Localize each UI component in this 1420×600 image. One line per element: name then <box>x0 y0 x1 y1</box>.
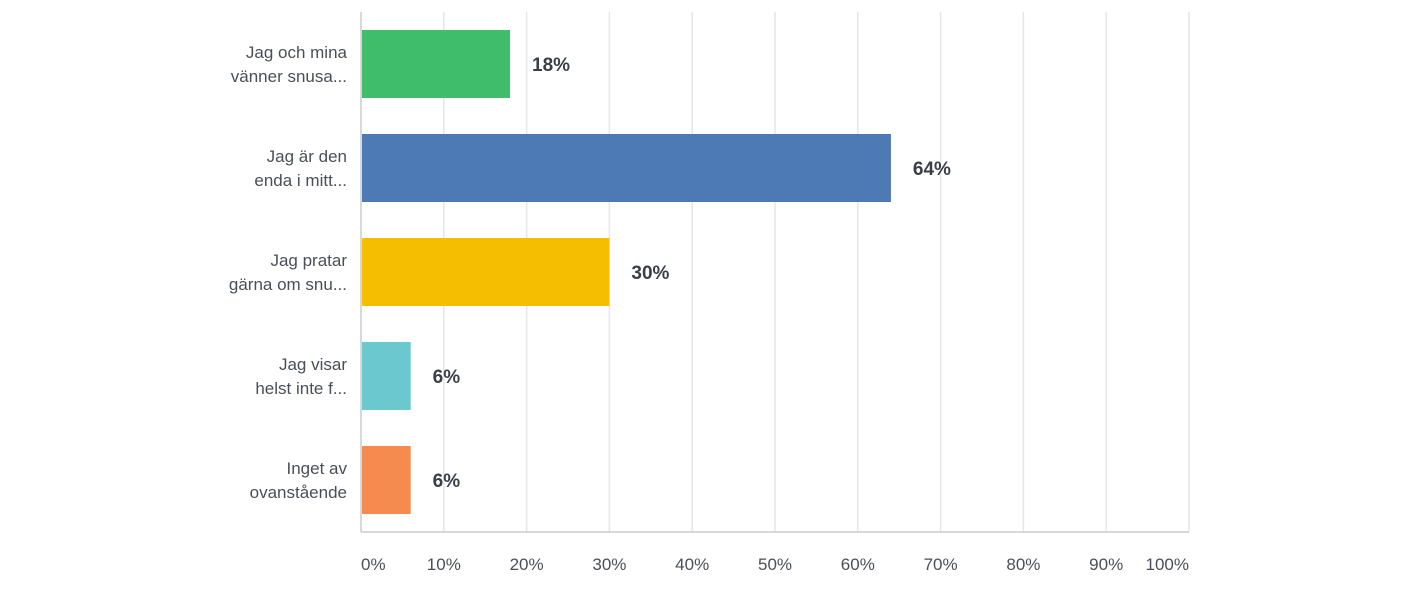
grid-lines <box>360 12 1190 533</box>
value-label: 18% <box>532 55 570 76</box>
tick-label: 100% <box>1146 555 1189 574</box>
category-label: Jag pratar <box>270 251 347 270</box>
category-labels: Jag och mina vänner snusa... Jag är den end… <box>229 43 348 502</box>
value-labels: 18% 64% 30% 6% 6% <box>433 55 951 492</box>
value-label: 6% <box>433 471 461 492</box>
value-label: 64% <box>913 159 951 180</box>
tick-label: 10% <box>427 555 461 574</box>
category-label: Jag visar <box>279 355 347 374</box>
x-axis-tick-labels: 0% 10% 20% 30% 40% 50% 60% 70% 80% 90% 100% <box>361 555 1189 574</box>
category-label: enda i mitt... <box>254 171 347 190</box>
tick-label: 40% <box>675 555 709 574</box>
bar <box>362 238 610 306</box>
bar <box>362 342 411 410</box>
value-label: 6% <box>433 367 461 388</box>
tick-label: 90% <box>1089 555 1123 574</box>
bar <box>362 134 891 202</box>
tick-label: 50% <box>758 555 792 574</box>
tick-label: 70% <box>924 555 958 574</box>
bar <box>362 30 511 98</box>
tick-label: 0% <box>361 555 386 574</box>
tick-label: 30% <box>592 555 626 574</box>
category-label: ovanstående <box>250 483 347 502</box>
value-label: 30% <box>631 263 669 284</box>
tick-label: 20% <box>510 555 544 574</box>
bars <box>362 30 891 514</box>
tick-label: 60% <box>841 555 875 574</box>
category-label: gärna om snu... <box>229 275 347 294</box>
category-label: vänner snusa... <box>231 67 347 86</box>
category-label: Inget av <box>287 459 348 478</box>
category-label: Jag och mina <box>246 43 348 62</box>
bar <box>362 446 411 514</box>
category-label: helst inte f... <box>255 379 347 398</box>
tick-label: 80% <box>1006 555 1040 574</box>
category-label: Jag är den <box>267 147 347 166</box>
